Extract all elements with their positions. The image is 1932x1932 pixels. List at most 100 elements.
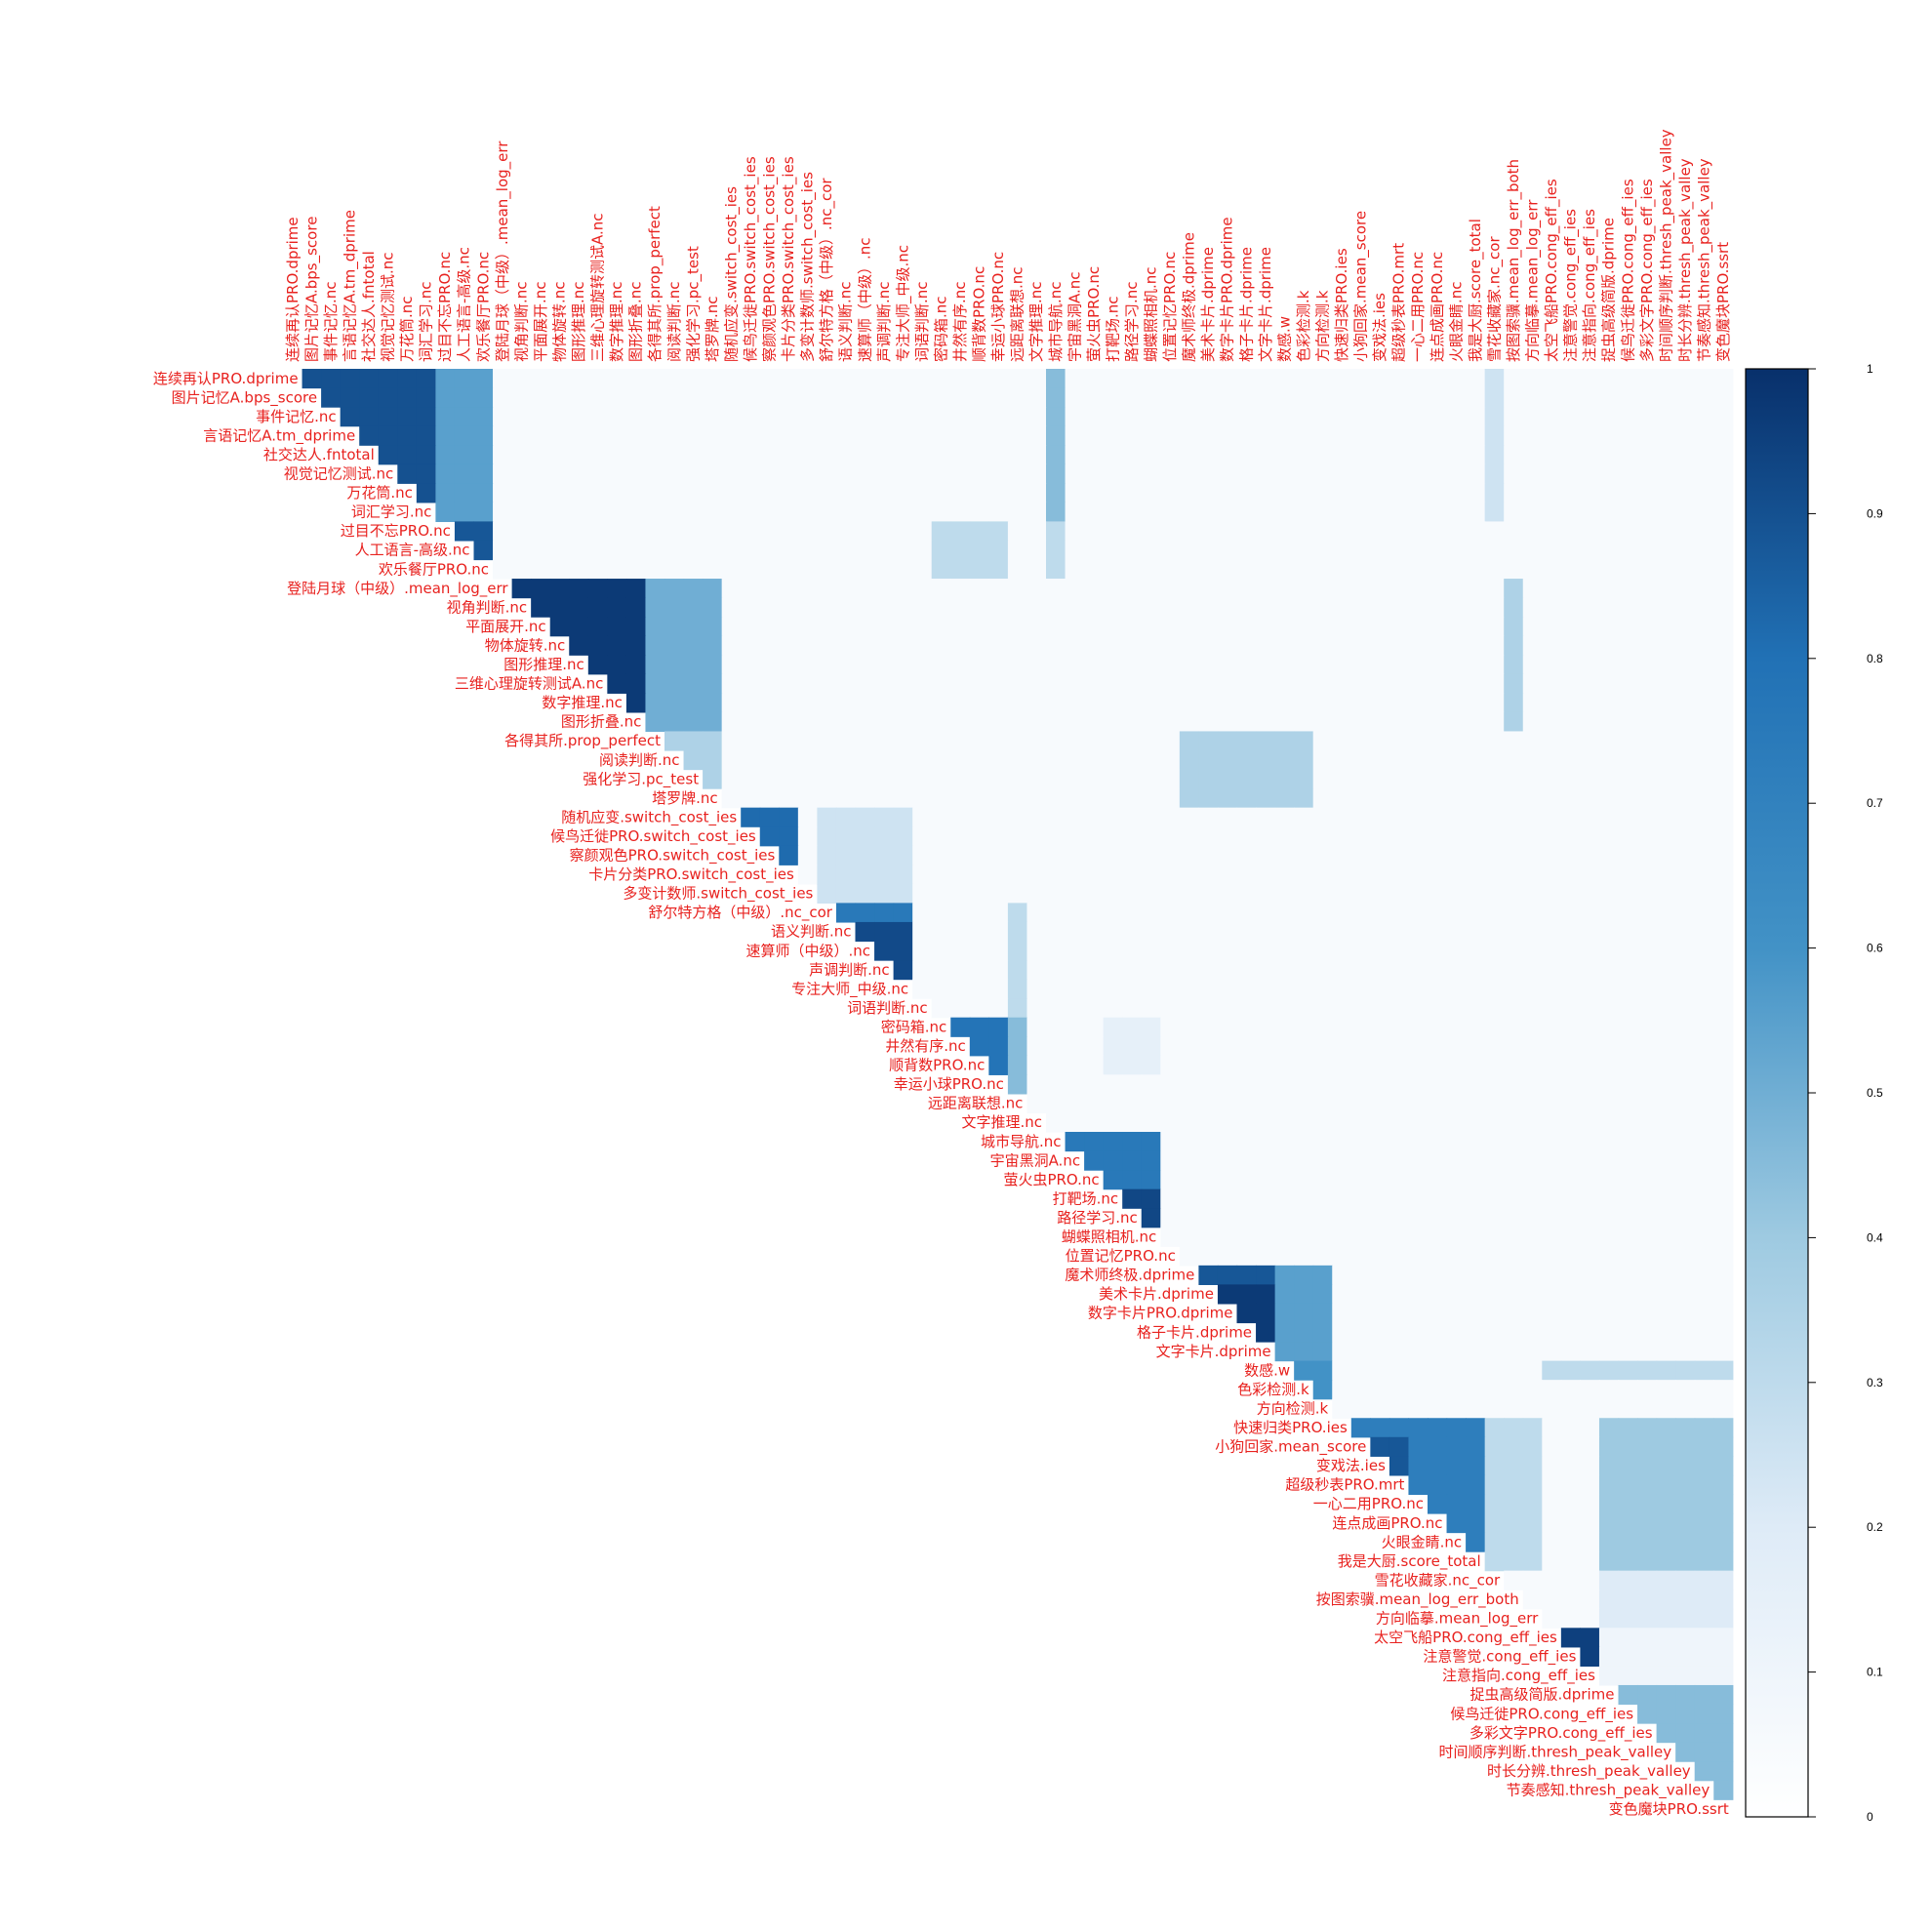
heatmap-cell <box>1236 483 1257 503</box>
heatmap-cell <box>1141 1093 1161 1114</box>
heatmap-cell <box>1312 998 1333 1019</box>
heatmap-cell <box>1312 502 1333 522</box>
heatmap-cell <box>912 483 933 503</box>
heatmap-cell <box>874 845 895 865</box>
column-label: 多变计数师.switch_cost_ies <box>799 172 818 362</box>
heatmap-cell <box>1694 1513 1714 1534</box>
heatmap-cell <box>1504 579 1524 599</box>
heatmap-cell <box>835 483 857 503</box>
heatmap-cell <box>1256 369 1276 389</box>
heatmap-cell <box>1312 1055 1333 1075</box>
heatmap-cell <box>1618 1398 1638 1419</box>
heatmap-cell <box>1332 521 1352 542</box>
heatmap-cell <box>1256 960 1276 981</box>
heatmap-cell <box>1713 960 1734 981</box>
heatmap-cell <box>1504 845 1524 865</box>
heatmap-cell <box>1065 502 1085 522</box>
heatmap-cell <box>511 483 532 503</box>
heatmap-cell <box>1580 1532 1600 1552</box>
heatmap-cell <box>969 750 989 771</box>
heatmap-cell <box>1026 463 1047 484</box>
heatmap-cell <box>931 941 951 961</box>
heatmap-cell <box>1713 407 1734 427</box>
heatmap-cell <box>1675 597 1696 618</box>
heatmap-cell <box>683 425 704 446</box>
heatmap-cell <box>1675 903 1696 923</box>
heatmap-cell <box>1504 731 1524 751</box>
heatmap-cell <box>1236 597 1257 618</box>
heatmap-cell <box>1408 826 1429 847</box>
row-label: 过目不忘PRO.nc <box>341 522 451 540</box>
heatmap-cell <box>1084 903 1105 923</box>
heatmap-cell <box>1618 769 1638 789</box>
heatmap-cell <box>1332 369 1352 389</box>
heatmap-cell <box>1141 865 1161 885</box>
heatmap-cell <box>1504 769 1524 789</box>
heatmap-cell <box>1694 1436 1714 1457</box>
heatmap-cell <box>473 521 494 542</box>
heatmap-cell <box>664 617 685 637</box>
heatmap-cell <box>1256 445 1276 465</box>
heatmap-cell <box>1656 502 1676 522</box>
heatmap-cell <box>1160 1017 1181 1037</box>
heatmap-cell <box>664 559 685 580</box>
heatmap-cell <box>1675 769 1696 789</box>
row-label: 事件记忆.nc <box>256 408 337 425</box>
heatmap-cell <box>1560 635 1581 656</box>
heatmap-cell <box>1312 1188 1333 1209</box>
heatmap-cell <box>893 865 913 885</box>
heatmap-cell <box>1179 1188 1199 1209</box>
heatmap-cell <box>1542 1208 1562 1228</box>
heatmap-cell <box>1618 1208 1638 1228</box>
row-label: 多彩文字PRO.cong_eff_ies <box>1469 1724 1653 1743</box>
heatmap-cell <box>988 979 1009 999</box>
heatmap-cell <box>511 425 532 446</box>
column-label: 超级秒表PRO.mrt <box>1390 243 1408 362</box>
heatmap-cell <box>1694 1570 1714 1590</box>
heatmap-cell <box>779 807 799 827</box>
heatmap-cell <box>1446 483 1467 503</box>
heatmap-cell <box>1408 903 1429 923</box>
heatmap-cell <box>1370 1150 1390 1171</box>
heatmap-cell <box>1542 1322 1562 1343</box>
heatmap-cell <box>874 369 895 389</box>
heatmap-cell <box>1542 979 1562 999</box>
heatmap-cell <box>1694 1322 1714 1343</box>
heatmap-cell <box>1598 540 1620 561</box>
heatmap-cell <box>1294 1246 1314 1267</box>
heatmap-cell <box>1389 1074 1410 1095</box>
heatmap-cell <box>1274 731 1295 751</box>
heatmap-cell <box>1274 540 1295 561</box>
heatmap-cell <box>1198 1208 1219 1228</box>
heatmap-cell <box>721 788 742 809</box>
heatmap-cell <box>1294 1303 1314 1324</box>
heatmap-cell <box>1065 1112 1085 1133</box>
heatmap-cell <box>1598 1284 1620 1305</box>
heatmap-cell <box>1466 711 1486 733</box>
heatmap-cell <box>1542 579 1562 599</box>
heatmap-cell <box>1637 1227 1658 1247</box>
heatmap-cell <box>1236 1017 1257 1037</box>
heatmap-cell <box>1446 903 1467 923</box>
heatmap-cell <box>1560 921 1581 943</box>
heatmap-cell <box>1428 921 1448 943</box>
heatmap-cell <box>531 445 551 465</box>
heatmap-cell <box>1598 979 1620 999</box>
heatmap-cell <box>493 540 513 561</box>
heatmap-cell <box>1484 1513 1505 1534</box>
heatmap-cell <box>1160 960 1181 981</box>
column-label: 变色魔块PRO.ssrt <box>1714 242 1732 362</box>
heatmap-cell <box>1484 1093 1505 1114</box>
heatmap-cell <box>874 407 895 427</box>
heatmap-cell <box>1446 750 1467 771</box>
heatmap-cell <box>1504 540 1524 561</box>
heatmap-cell <box>1713 1780 1734 1800</box>
heatmap-cell <box>1312 979 1333 999</box>
heatmap-cell <box>759 635 780 656</box>
heatmap-cell <box>893 883 913 904</box>
heatmap-cell <box>1713 845 1734 865</box>
heatmap-cell <box>1675 979 1696 999</box>
heatmap-cell <box>1694 1628 1714 1648</box>
heatmap-cell <box>912 960 933 981</box>
heatmap-cell <box>1065 1093 1085 1114</box>
